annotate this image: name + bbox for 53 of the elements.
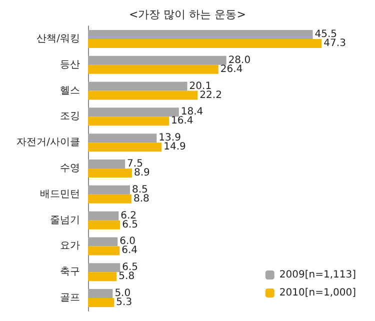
bar	[88, 298, 114, 308]
data-label: 6.2	[120, 210, 137, 222]
legend-label: 2009[n=1,113]	[279, 270, 356, 280]
data-label: 5.3	[116, 297, 132, 308]
y-tick-label: 등산	[60, 59, 80, 70]
bar	[88, 116, 170, 126]
bar	[88, 90, 198, 100]
bar	[88, 160, 126, 168]
data-label: 6.4	[122, 245, 138, 256]
bar	[88, 194, 132, 204]
bar	[88, 220, 120, 230]
bar	[88, 82, 188, 91]
y-tick-label: 조깅	[60, 111, 80, 122]
y-tick-label: 수영	[60, 163, 80, 174]
legend-label: 2010[n=1,000]	[279, 288, 356, 298]
data-label: 7.5	[127, 158, 143, 170]
bar	[88, 272, 117, 282]
data-label: 8.8	[133, 193, 150, 204]
data-label: 45.5	[314, 28, 338, 40]
bar	[88, 134, 157, 143]
bar	[88, 168, 132, 178]
bar	[88, 108, 179, 117]
bar	[88, 38, 322, 48]
bar	[88, 289, 113, 298]
bar	[88, 56, 226, 65]
data-label: 14.9	[164, 142, 186, 153]
data-label: 47.3	[324, 38, 346, 49]
data-label: 6.5	[122, 219, 138, 230]
bar	[88, 64, 218, 74]
y-tick-label: 축구	[60, 266, 80, 278]
data-label: 28.0	[228, 54, 251, 66]
data-label: 22.2	[200, 90, 222, 101]
bar	[88, 142, 162, 152]
bar	[88, 211, 119, 220]
data-label: 5.8	[118, 271, 135, 282]
y-tick-label: 줄넘기	[50, 214, 80, 226]
data-label: 8.5	[132, 184, 148, 196]
data-label: 20.1	[189, 80, 212, 92]
bar	[88, 263, 120, 272]
y-tick-label: 요가	[60, 240, 80, 252]
y-tick-label: 헬스	[60, 85, 80, 96]
data-label: 8.9	[134, 168, 150, 178]
y-tick-label: 배드민턴	[40, 188, 80, 200]
bar	[88, 30, 313, 39]
chart-title: <가장 많이 하는 운동>	[129, 8, 246, 21]
data-label: 26.4	[220, 64, 243, 75]
bar	[88, 246, 120, 256]
y-tick-label: 산책/워킹	[36, 33, 80, 44]
bar	[88, 185, 130, 194]
y-tick-label: 골프	[60, 292, 80, 304]
bar	[88, 237, 118, 246]
data-label: 16.4	[171, 116, 194, 127]
y-tick-label: 자전거/사이클	[16, 137, 80, 148]
